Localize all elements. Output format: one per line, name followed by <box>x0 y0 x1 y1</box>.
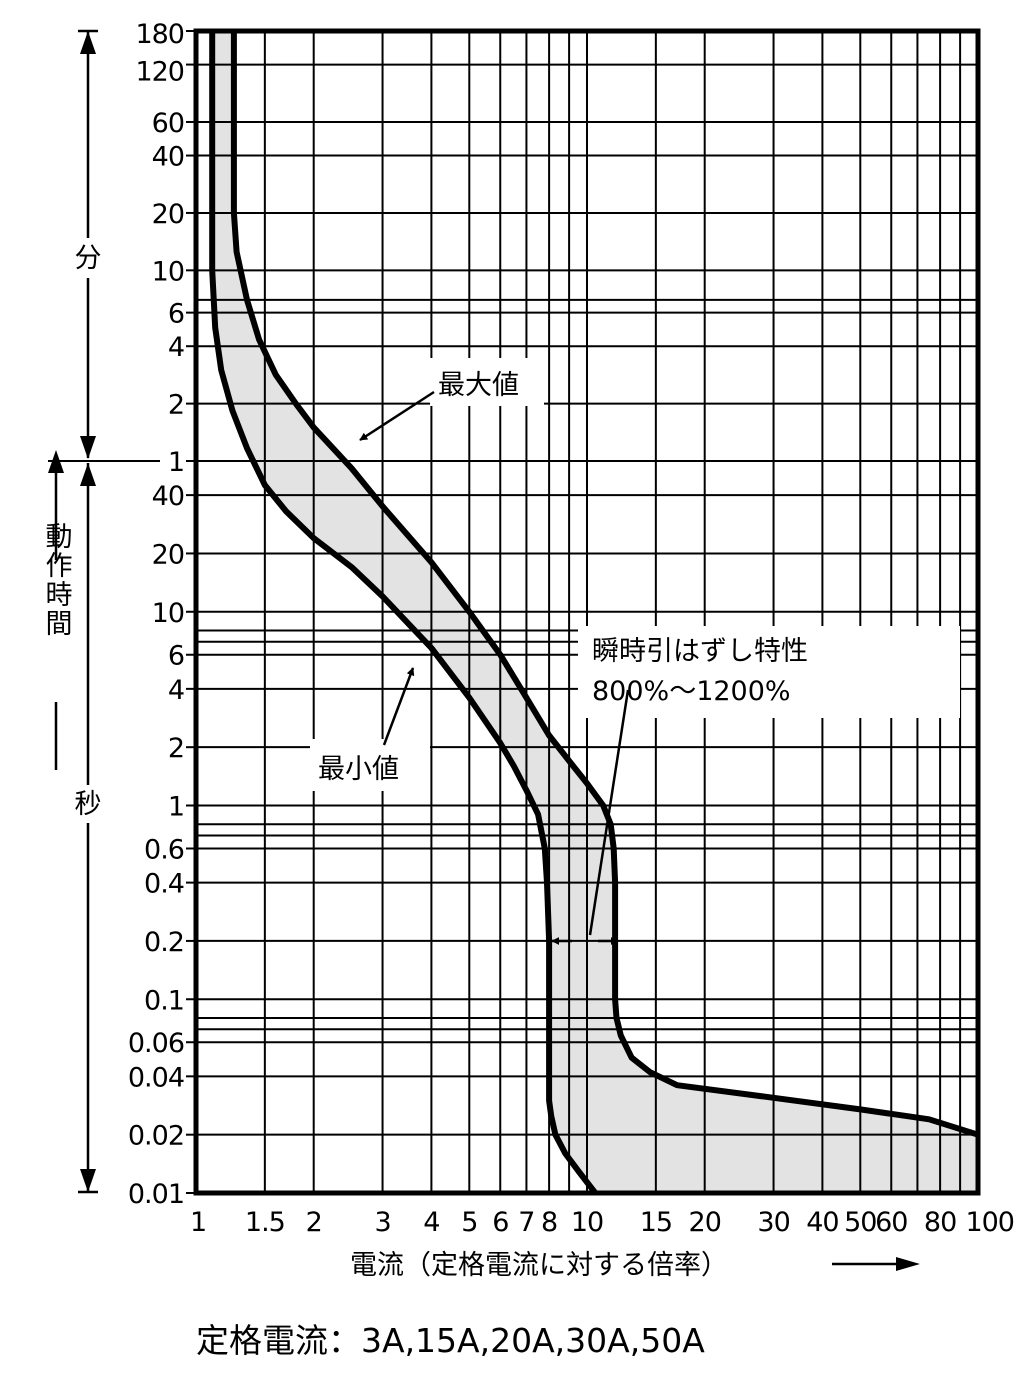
y-tick-label: 180 <box>135 19 184 50</box>
y-tick-label: 0.04 <box>128 1062 184 1093</box>
instant-trip-label-line2: 800%～1200% <box>592 676 791 707</box>
y-tick-label: 20 <box>152 539 184 570</box>
instant-trip-label-line1: 瞬時引はずし特性 <box>592 636 808 667</box>
minutes-unit-label: 分 <box>75 243 102 274</box>
y-tick-label: 20 <box>152 199 184 230</box>
band-fill <box>212 31 978 1193</box>
x-tick-label: 40 <box>806 1207 838 1238</box>
y-tick-label: 0.2 <box>144 927 184 958</box>
x-tick-label: 6 <box>492 1207 508 1238</box>
x-tick-label: 60 <box>875 1207 907 1238</box>
seconds-unit-label: 秒 <box>75 789 102 820</box>
y-tick-label: 1 <box>168 792 184 823</box>
x-tick-label: 50 <box>844 1207 876 1238</box>
x-tick-label: 80 <box>924 1207 956 1238</box>
x-tick-label: 15 <box>640 1207 672 1238</box>
y-tick-label: 0.01 <box>128 1179 184 1210</box>
y-tick-label: 2 <box>168 390 184 421</box>
y-tick-label: 6 <box>168 299 184 330</box>
max-callout <box>359 358 544 442</box>
y-tick-label: 0.06 <box>128 1028 184 1059</box>
y-axis-title: 動作時間 <box>41 522 73 638</box>
plot-frame <box>193 28 981 1196</box>
x-tick-label: 2 <box>306 1207 322 1238</box>
x-tick-label: 5 <box>461 1207 477 1238</box>
y-tick-label: 1 <box>168 447 184 478</box>
x-axis-title: 電流（定格電流に対する倍率） <box>350 1250 728 1281</box>
x-tick-label: 8 <box>541 1207 557 1238</box>
max-curve <box>230 31 979 1138</box>
x-tick-label: 3 <box>375 1207 391 1238</box>
x-tick-label: 100 <box>965 1207 1014 1238</box>
min-callout-label: 最小値 <box>318 754 399 785</box>
y-tick-label: 6 <box>168 641 184 672</box>
seconds-range-indicator <box>48 450 98 1194</box>
y-tick-label: 10 <box>152 256 184 287</box>
max-callout-label: 最大値 <box>438 370 519 401</box>
x-tick-label: 4 <box>423 1207 439 1238</box>
x-tick-label: 10 <box>571 1207 603 1238</box>
y-tick-label: 0.02 <box>128 1121 184 1152</box>
operating-band <box>212 31 978 1193</box>
x-tick-label: 20 <box>689 1207 721 1238</box>
min-callout <box>310 667 430 791</box>
minutes-range-indicator <box>48 29 160 462</box>
y-tick-label: 0.1 <box>144 985 184 1016</box>
x-tick-label: 1 <box>190 1207 206 1238</box>
y-tick-label: 0.4 <box>144 869 184 900</box>
x-tick-label: 1.5 <box>245 1207 285 1238</box>
x-tick-label: 30 <box>757 1207 789 1238</box>
instant-trip-callout <box>551 626 960 945</box>
rated-current-note: 定格電流：3A,15A,20A,30A,50A <box>196 1321 705 1360</box>
grid <box>186 30 978 1194</box>
min-curve <box>209 31 598 1195</box>
x-axis-arrow <box>832 1257 920 1271</box>
curves <box>209 31 979 1195</box>
y-tick-label: 4 <box>168 675 184 706</box>
y-tick-labels: 18012060402010642140201064210.60.40.20.1… <box>128 19 185 1210</box>
y-tick-label: 120 <box>135 57 184 88</box>
y-tick-label: 0.6 <box>144 835 184 866</box>
x-tick-label: 7 <box>518 1207 534 1238</box>
y-tick-label: 2 <box>168 733 184 764</box>
y-tick-label: 40 <box>152 142 184 173</box>
y-tick-label: 60 <box>152 108 184 139</box>
y-tick-label: 40 <box>152 481 184 512</box>
y-tick-label: 4 <box>168 332 184 363</box>
y-tick-label: 10 <box>152 598 184 629</box>
